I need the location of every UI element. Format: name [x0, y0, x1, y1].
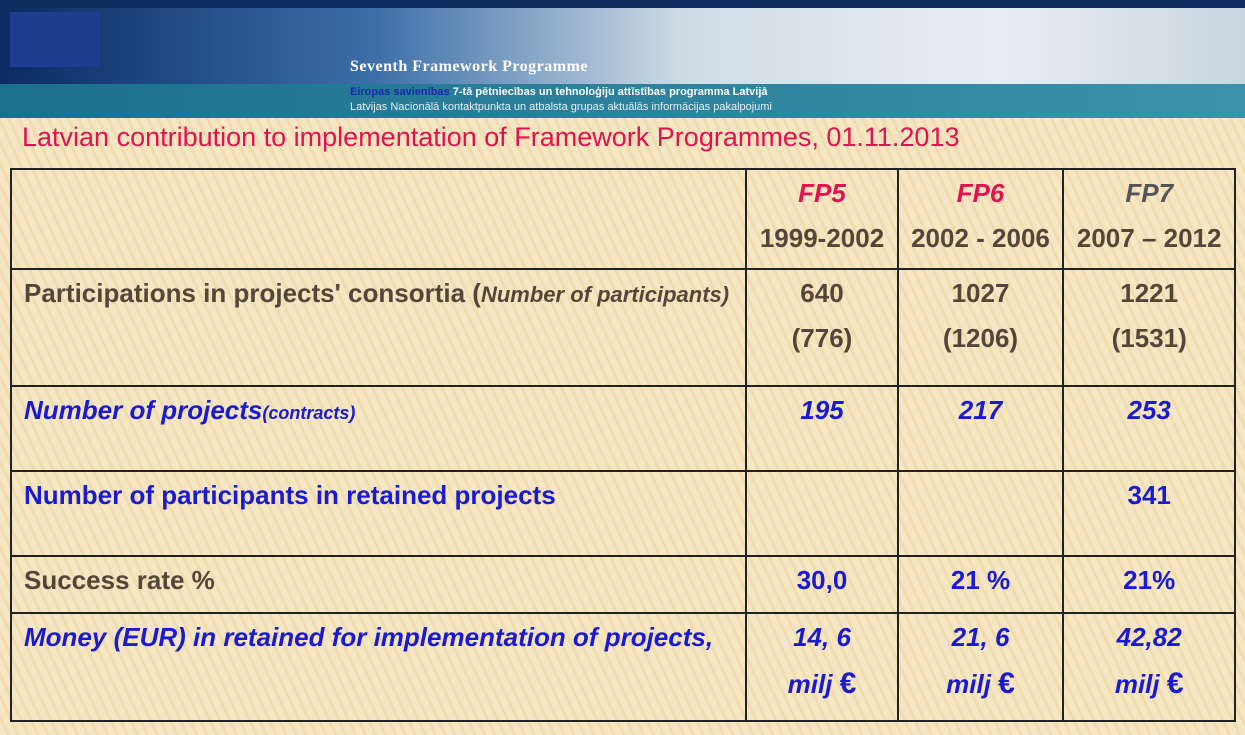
unit: milj — [946, 669, 991, 699]
column-name: FP7 — [1076, 178, 1222, 209]
cell-sub: (1206) — [911, 323, 1051, 354]
row: Success rate % 30,0 21 % 21% — [11, 556, 1235, 613]
label-small: (contracts) — [262, 403, 355, 423]
banner-lead: Eiropas savienības — [350, 86, 450, 98]
value-cell — [746, 471, 897, 556]
cell-value: 640 — [759, 278, 884, 309]
cell-value: 21 % — [911, 565, 1051, 596]
cell-value: 341 — [1076, 480, 1222, 511]
row: Number of projects(contracts) 195 217 253 — [11, 386, 1235, 471]
label-italic: Number of participants) — [481, 282, 729, 307]
label-text: Number of participants in retained proje… — [24, 480, 556, 510]
column-years: 2002 - 2006 — [911, 223, 1051, 254]
currency: € — [1167, 667, 1184, 700]
currency: € — [998, 667, 1015, 700]
column-years: 2007 – 2012 — [1076, 223, 1222, 254]
page: {"header": {"programme": "Seventh Framew… — [0, 0, 1245, 735]
column-name: FP6 — [911, 178, 1051, 209]
value-cell: 341 — [1063, 471, 1235, 556]
cell-sub: (776) — [759, 323, 884, 354]
row-label: Success rate % — [11, 556, 746, 613]
cell-value: 1221 — [1076, 278, 1222, 309]
row-label: Number of participants in retained proje… — [11, 471, 746, 556]
column-header: FP7 2007 – 2012 — [1063, 169, 1235, 269]
row: Participations in projects' consortia (N… — [11, 269, 1235, 386]
row: Money (EUR) in retained for implementati… — [11, 613, 1235, 721]
cell-value: 42,82 — [1076, 622, 1222, 653]
value-cell: 1027 (1206) — [898, 269, 1064, 386]
banner-text: 7-tā pētniecības un tehnoloģiju attīstīb… — [453, 86, 768, 98]
banner-line: Eiropas savienības 7-tā pētniecības un t… — [350, 86, 768, 98]
value-cell: 253 — [1063, 386, 1235, 471]
column-header: FP6 2002 - 2006 — [898, 169, 1064, 269]
cell-value: 1027 — [911, 278, 1051, 309]
cell-unit: milj € — [1076, 667, 1222, 701]
cell-value: 14, 6 — [759, 622, 884, 653]
cell-value: 30,0 — [759, 565, 884, 596]
value-cell: 21 % — [898, 556, 1064, 613]
value-cell: 640 (776) — [746, 269, 897, 386]
cell-value: 21% — [1076, 565, 1222, 596]
label-text: Participations in projects' consortia ( — [24, 278, 481, 308]
cell-unit: milj € — [759, 667, 884, 701]
cell-value: 253 — [1076, 395, 1222, 426]
value-cell: 21% — [1063, 556, 1235, 613]
value-cell: 14, 6 milj € — [746, 613, 897, 721]
value-cell: 195 — [746, 386, 897, 471]
value-cell — [898, 471, 1064, 556]
cell-value: 217 — [911, 395, 1051, 426]
header-row: FP5 1999-2002 FP6 2002 - 2006 FP7 2007 – 2012 — [11, 169, 1235, 269]
row-label: Money (EUR) in retained for implementati… — [11, 613, 746, 721]
eu-flag — [10, 12, 100, 67]
label-text: Number of projects — [24, 395, 262, 425]
column-header: FP5 1999-2002 — [746, 169, 897, 269]
column-name: FP5 — [759, 178, 884, 209]
cell-value: 195 — [759, 395, 884, 426]
table: FP5 1999-2002 FP6 2002 - 2006 FP7 2007 – 2012… — [10, 168, 1236, 722]
slide: Seventh Framework Programme Eiropas savi… — [0, 0, 1245, 735]
cell-value: 21, 6 — [911, 622, 1051, 653]
banner-bar — [0, 0, 1245, 8]
value-cell: 217 — [898, 386, 1064, 471]
row-label: Number of projects(contracts) — [11, 386, 746, 471]
label-text: Money (EUR) in retained for implementati… — [24, 622, 713, 652]
value-cell: 21, 6 milj € — [898, 613, 1064, 721]
title: Latvian contribution to implementation o… — [22, 122, 959, 153]
value-cell: 42,82 milj € — [1063, 613, 1235, 721]
value-cell: 1221 (1531) — [1063, 269, 1235, 386]
banner: Seventh Framework Programme Eiropas savi… — [0, 0, 1245, 118]
cell-sub: (1531) — [1076, 323, 1222, 354]
corner-cell — [11, 169, 746, 269]
row: Number of participants in retained proje… — [11, 471, 1235, 556]
label-text: Success rate % — [24, 565, 215, 595]
currency: € — [840, 667, 857, 700]
programme: Seventh Framework Programme — [350, 58, 588, 76]
row-label: Participations in projects' consortia (N… — [11, 269, 746, 386]
value-cell: 30,0 — [746, 556, 897, 613]
banner-line: Latvijas Nacionālā kontaktpunkta un atba… — [350, 101, 772, 113]
unit: milj — [788, 669, 833, 699]
column-years: 1999-2002 — [759, 223, 884, 254]
cell-unit: milj € — [911, 667, 1051, 701]
unit: milj — [1115, 669, 1160, 699]
